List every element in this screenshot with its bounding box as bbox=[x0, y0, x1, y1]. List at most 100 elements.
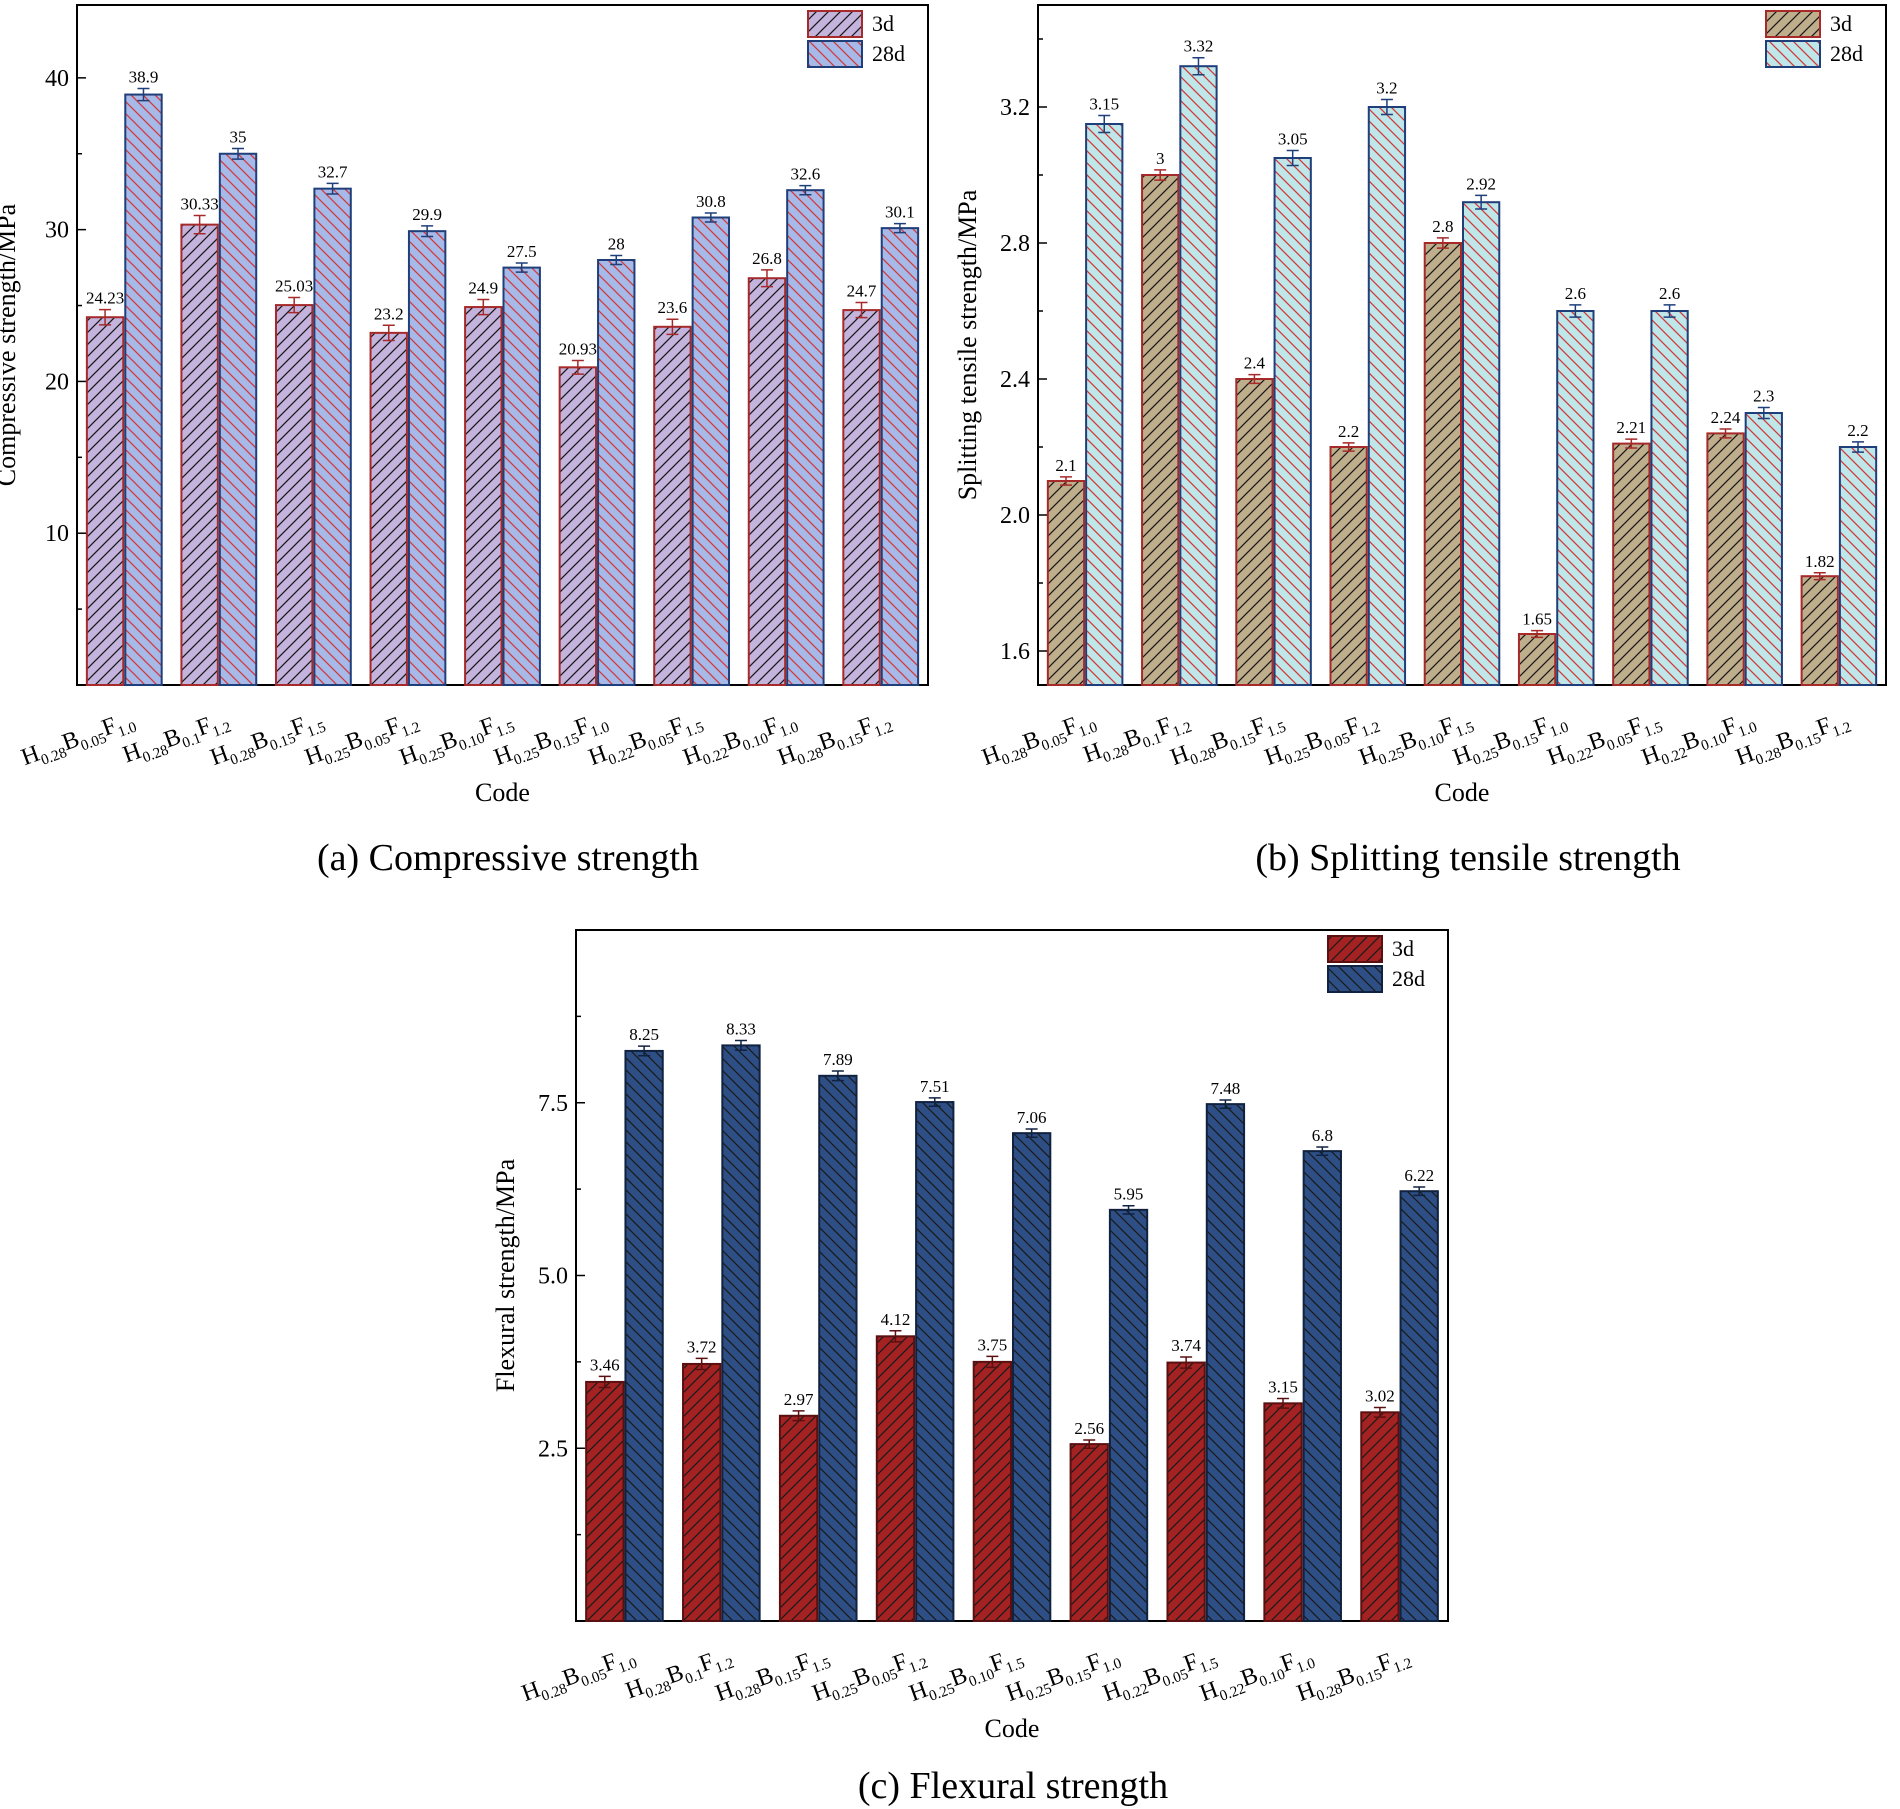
data-label-3d-8: 2.24 bbox=[1711, 408, 1741, 427]
data-label-28d-3: 32.7 bbox=[318, 162, 348, 181]
bar-28d-2 bbox=[1179, 65, 1218, 686]
category-label: H0.28B0.15F1.2 bbox=[1293, 1642, 1414, 1711]
error-bar bbox=[1436, 237, 1449, 249]
category-label: H0.28B0.05F1.0 bbox=[18, 706, 139, 775]
error-bar bbox=[704, 212, 717, 223]
bar-3d-3 bbox=[1235, 378, 1274, 686]
y-axis-title: Compressive strength/MPa bbox=[0, 203, 21, 486]
y-tick-label: 10 bbox=[45, 521, 69, 547]
data-label-28d-2: 8.33 bbox=[726, 1020, 756, 1039]
data-label-3d-4: 23.2 bbox=[374, 304, 404, 323]
error-bar bbox=[1059, 476, 1072, 486]
bar-3d-1 bbox=[1046, 480, 1086, 686]
error-bar bbox=[1757, 406, 1770, 420]
data-label-3d-5: 2.8 bbox=[1432, 217, 1453, 236]
error-bar bbox=[382, 324, 395, 342]
error-bar bbox=[1025, 1128, 1038, 1139]
bar-3d-6 bbox=[558, 366, 598, 686]
category-label: H0.25B0.05F1.2 bbox=[1261, 706, 1382, 775]
data-label-3d-9: 3.02 bbox=[1365, 1386, 1395, 1405]
data-label-28d-9: 30.1 bbox=[885, 203, 915, 222]
data-label-28d-5: 2.92 bbox=[1466, 174, 1496, 193]
legend-swatch-3d bbox=[1327, 935, 1383, 963]
y-tick-label: 5.0 bbox=[538, 1264, 568, 1290]
bar-28d-3 bbox=[818, 1074, 858, 1622]
bar-28d-6 bbox=[1556, 310, 1595, 686]
data-label-28d-5: 7.06 bbox=[1017, 1108, 1047, 1127]
bar-28d-4 bbox=[915, 1101, 955, 1622]
panel-splitting-tensile-strength: 1.6 2.0 2.4 2.8 3.2 Splitting tensile strengt… bbox=[953, 4, 1887, 807]
caption-c: (c) Flexural strength bbox=[858, 1765, 1168, 1807]
error-bar bbox=[893, 222, 906, 234]
legend-swatch-28d bbox=[807, 40, 863, 68]
data-label-28d-7: 30.8 bbox=[696, 192, 726, 211]
legend-label-28d: 28d bbox=[872, 41, 905, 66]
error-bar bbox=[477, 298, 490, 316]
bar-3d-7 bbox=[1612, 442, 1651, 686]
error-bar bbox=[571, 359, 584, 375]
bar-3d-6 bbox=[1069, 1443, 1109, 1622]
error-bar bbox=[1316, 1146, 1329, 1157]
data-label-28d-6: 5.95 bbox=[1114, 1185, 1144, 1204]
data-label-3d-9: 1.82 bbox=[1805, 552, 1835, 571]
bar-28d-2 bbox=[218, 152, 258, 686]
data-label-28d-3: 3.05 bbox=[1278, 130, 1308, 149]
error-bar bbox=[695, 1357, 708, 1371]
category-label: H0.28B0.05F1.0 bbox=[979, 706, 1100, 775]
bar-3d-7 bbox=[653, 325, 692, 686]
bar-28d-7 bbox=[1650, 310, 1689, 686]
legend-label-3d: 3d bbox=[1830, 11, 1852, 36]
bar-3d-2 bbox=[180, 223, 219, 686]
caption-a: (a) Compressive strength bbox=[317, 837, 699, 879]
bar-3d-5 bbox=[972, 1360, 1012, 1622]
bar-28d-4 bbox=[407, 230, 447, 687]
data-label-3d-2: 3.72 bbox=[687, 1337, 717, 1356]
bar-3d-1 bbox=[585, 1380, 625, 1622]
data-label-28d-2: 3.32 bbox=[1184, 37, 1214, 56]
error-bar bbox=[638, 1045, 651, 1057]
error-bar bbox=[515, 262, 528, 273]
data-label-3d-1: 3.46 bbox=[590, 1355, 620, 1374]
y-axis-title: Splitting tensile strength/MPa bbox=[953, 189, 982, 500]
y-tick-label: 40 bbox=[45, 66, 69, 92]
bar-28d-1 bbox=[624, 1049, 664, 1623]
data-label-28d-1: 8.25 bbox=[629, 1025, 659, 1044]
category-label: H0.22B0.10F1.0 bbox=[1638, 706, 1759, 775]
error-bar bbox=[99, 308, 112, 326]
error-bar bbox=[1248, 373, 1261, 385]
data-label-3d-7: 2.21 bbox=[1616, 418, 1646, 437]
bar-28d-6 bbox=[597, 259, 636, 686]
data-label-3d-8: 26.8 bbox=[752, 249, 782, 268]
y-tick-label: 20 bbox=[45, 369, 69, 395]
bar-28d-5 bbox=[1012, 1132, 1052, 1623]
data-label-3d-6: 1.65 bbox=[1522, 610, 1552, 629]
error-bar bbox=[232, 147, 245, 160]
data-label-3d-3: 2.4 bbox=[1244, 354, 1266, 373]
error-bar bbox=[666, 318, 679, 336]
error-bar bbox=[855, 301, 868, 319]
data-label-3d-6: 2.56 bbox=[1074, 1419, 1104, 1438]
data-label-3d-9: 24.7 bbox=[847, 282, 877, 301]
error-bar bbox=[1475, 194, 1488, 210]
data-label-3d-4: 2.2 bbox=[1338, 422, 1359, 441]
data-label-28d-8: 6.8 bbox=[1312, 1126, 1333, 1145]
bar-3d-5 bbox=[464, 306, 503, 686]
error-bar bbox=[1180, 1356, 1193, 1369]
error-bar bbox=[760, 269, 773, 288]
data-label-28d-8: 32.6 bbox=[790, 165, 820, 184]
bar-3d-8 bbox=[1706, 432, 1745, 686]
panel-flexural-strength: 2.5 5.0 7.5 Flexural strength/MPa Code 3.46 8.… bbox=[491, 929, 1449, 1743]
bar-3d-1 bbox=[85, 316, 125, 686]
x-axis-title: Code bbox=[475, 778, 530, 807]
bar-28d-4 bbox=[1367, 106, 1407, 686]
bar-28d-9 bbox=[880, 227, 920, 686]
legend-swatch-3d bbox=[807, 10, 863, 38]
x-axis-title: Code bbox=[1435, 778, 1490, 807]
data-label-28d-7: 2.6 bbox=[1659, 284, 1680, 303]
category-label: H0.28B0.15F1.2 bbox=[1733, 706, 1854, 775]
bar-28d-9 bbox=[1399, 1190, 1439, 1622]
panel-compressive-strength: 10 20 30 40 Compressive strength/MPa Code 24.2… bbox=[0, 4, 929, 807]
data-label-28d-8: 2.3 bbox=[1753, 387, 1774, 406]
data-label-3d-2: 30.33 bbox=[181, 195, 219, 214]
legend-label-28d: 28d bbox=[1830, 41, 1863, 66]
